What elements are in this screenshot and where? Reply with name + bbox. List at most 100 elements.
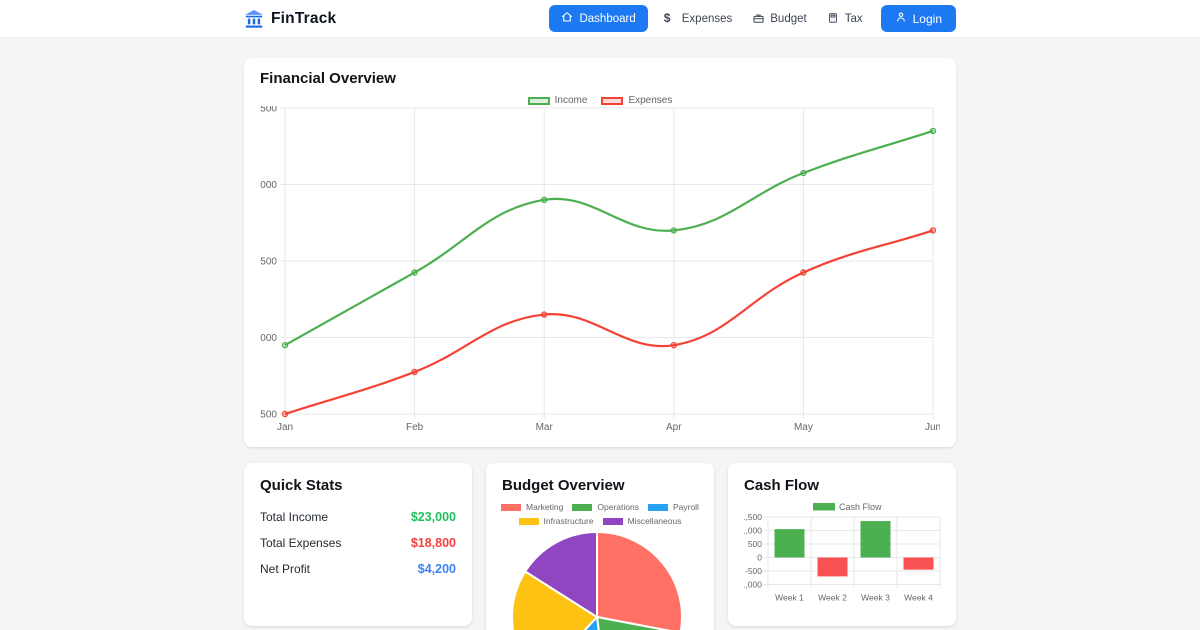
line-chart-legend: Income Expenses (260, 95, 940, 106)
data-point-expenses[interactable] (411, 368, 418, 376)
data-point-income[interactable] (541, 196, 548, 204)
pie-chart-legend: Marketing Operations Payroll Infrastructure… (501, 502, 699, 526)
pie-slice-marketing[interactable] (596, 530, 683, 630)
bar-week-3[interactable] (860, 521, 891, 558)
nav-dashboard-label: Dashboard (579, 12, 636, 25)
legend-item-expenses[interactable]: Expenses (601, 95, 672, 106)
data-point-income[interactable] (281, 341, 289, 349)
nav-tax[interactable]: Tax (827, 12, 863, 25)
legend-label: Income (554, 95, 588, 106)
x-axis-tick-label: May (794, 422, 813, 432)
y-axis-tick-label: 3,500 (260, 257, 277, 268)
legend-label: Operations (597, 502, 639, 512)
data-point-income[interactable] (800, 169, 807, 177)
stat-row-total-income: Total Income $23,000 (260, 504, 456, 530)
stat-value: $23,000 (410, 510, 456, 524)
cash-flow-title: Cash Flow (744, 477, 820, 494)
login-button[interactable]: Login (880, 5, 956, 32)
nav-dashboard-button[interactable]: Dashboard (549, 5, 648, 32)
pie-slice-infrastructure[interactable] (511, 570, 599, 630)
x-axis-tick-label: Apr (666, 422, 682, 432)
legend-swatch (601, 96, 624, 105)
bar-week-2[interactable] (817, 557, 848, 577)
legend-swatch-cash-flow[interactable] (813, 503, 835, 511)
legend-item-income[interactable]: Income (527, 95, 588, 106)
legend-item-marketing[interactable]: Marketing (501, 502, 563, 512)
budget-pie-chart[interactable] (502, 530, 698, 630)
data-point-expenses[interactable] (541, 311, 548, 318)
main-nav: Dashboard $ Expenses Budget (549, 5, 956, 32)
y-axis-tick-label: -500 (745, 566, 762, 576)
legend-label: Expenses (628, 95, 673, 106)
nav-tax-label: Tax (844, 12, 863, 25)
data-point-income[interactable] (670, 227, 677, 234)
dollar-icon: $ (663, 11, 671, 25)
home-icon (561, 11, 573, 26)
x-axis-tick-label: Week 3 (861, 593, 890, 603)
pie-slice-miscellaneous[interactable] (523, 530, 598, 619)
legend-label-cash-flow[interactable]: Cash Flow (839, 502, 882, 512)
cash-flow-card: Cash Flow Cash Flow 1,500 1,000 500 0 -500 -1,… (728, 463, 956, 626)
legend-item-infrastructure[interactable]: Infrastructure (518, 516, 594, 526)
top-navigation-bar: FinTrack Dashboard $ Expenses (0, 0, 1200, 38)
stat-value: $4,200 (417, 562, 456, 576)
login-label: Login (912, 11, 942, 26)
pie-slice-operations[interactable] (595, 615, 680, 630)
x-axis-tick-label: Week 2 (818, 593, 847, 603)
briefcase-icon (752, 12, 765, 25)
legend-swatch (602, 517, 623, 525)
y-axis-tick-label: 500 (748, 539, 762, 549)
legend-item-operations[interactable]: Operations (572, 502, 639, 512)
data-point-income[interactable] (929, 127, 937, 135)
data-point-expenses[interactable] (800, 269, 807, 276)
stat-row-net-profit: Net Profit $4,200 (260, 556, 456, 582)
y-axis-tick-label: 1,000 (744, 526, 762, 536)
stat-row-total-expenses: Total Expenses $18,800 (260, 530, 456, 556)
x-axis-tick-label: Jan (277, 422, 293, 432)
brand-name: FinTrack (271, 9, 337, 27)
series-line-income[interactable] (284, 129, 934, 347)
data-point-expenses[interactable] (929, 227, 937, 234)
stat-value: $18,800 (410, 536, 456, 550)
legend-label: Marketing (526, 502, 564, 512)
x-axis-tick-label: Mar (536, 422, 554, 432)
legend-swatch (647, 503, 668, 511)
legend-label: Payroll (672, 502, 699, 512)
y-axis-tick-label: 2,500 (260, 410, 277, 421)
bank-logo-icon (244, 9, 264, 28)
y-axis-tick-label: 4,500 (260, 106, 277, 115)
user-icon (895, 11, 907, 26)
budget-overview-title: Budget Overview (502, 477, 625, 494)
nav-budget[interactable]: Budget (752, 12, 807, 25)
data-point-income[interactable] (411, 269, 418, 276)
x-axis-tick-label: Week 4 (904, 593, 933, 603)
nav-expenses-label: Expenses (681, 12, 733, 25)
legend-swatch (501, 503, 522, 511)
y-axis-tick-label: 1,500 (744, 512, 762, 522)
y-axis-tick-label: 3,000 (260, 333, 277, 344)
legend-label: Infrastructure (543, 516, 594, 526)
bar-week-1[interactable] (774, 529, 805, 558)
data-point-expenses[interactable] (670, 341, 677, 349)
data-point-expenses[interactable] (281, 410, 289, 418)
bar-week-4[interactable] (903, 557, 934, 570)
nav-expenses[interactable]: $ Expenses (664, 12, 733, 25)
brand: FinTrack (244, 9, 337, 28)
stat-label: Total Income (260, 510, 329, 524)
legend-swatch (572, 503, 593, 511)
legend-swatch (527, 96, 550, 105)
budget-overview-card: Budget Overview Marketing Operations Payro… (486, 463, 714, 630)
pie-legend-row: Infrastructure Miscellaneous (502, 516, 698, 526)
x-axis-tick-label: Jun (925, 422, 940, 432)
x-axis-tick-label: Week 1 (775, 593, 804, 603)
quick-stats-card: Quick Stats Total Income $23,000 Total E… (244, 463, 472, 626)
legend-item-miscellaneous[interactable]: Miscellaneous (602, 516, 681, 526)
series-line-expenses[interactable] (284, 229, 934, 416)
nav-budget-label: Budget (770, 12, 807, 25)
legend-swatch (518, 517, 539, 525)
legend-item-payroll[interactable]: Payroll (647, 502, 699, 512)
stat-label: Total Expenses (260, 536, 342, 550)
y-axis-tick-label: 4,000 (260, 180, 277, 191)
cash-flow-bar-chart[interactable]: Cash Flow 1,500 1,000 500 0 -500 -1,000 Week 1 W… (738, 500, 944, 620)
